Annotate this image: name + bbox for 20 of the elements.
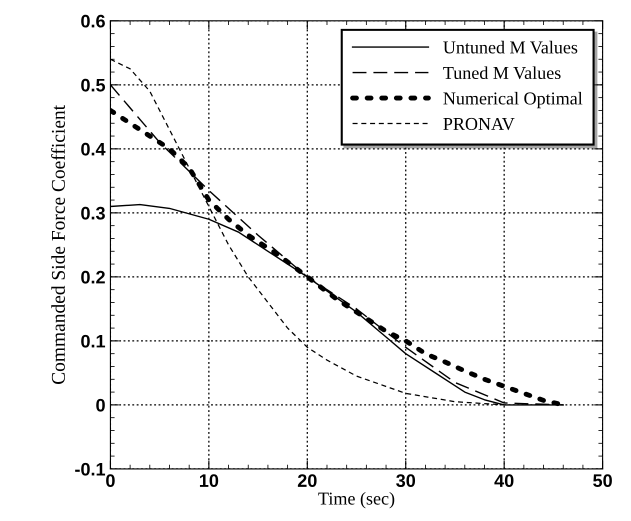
x-axis-title: Time (sec): [318, 492, 394, 508]
y-tick-label: 0.6: [81, 14, 105, 28]
y-tick-label: 0.2: [81, 270, 105, 284]
legend-label: Untuned M Values: [443, 40, 578, 54]
x-tick-label: 50: [593, 474, 612, 488]
y-tick-label: 0: [96, 398, 105, 412]
x-tick-label: 40: [494, 474, 514, 488]
x-tick-label: 10: [200, 474, 218, 488]
legend-label: Numerical Optimal: [443, 92, 582, 108]
y-tick-label: 0.4: [81, 142, 106, 156]
y-axis-title: Commanded Side Force Coefficient: [51, 105, 65, 384]
x-tick-label: 0: [106, 474, 115, 488]
x-tick-label: 20: [298, 474, 317, 488]
legend-label: Tuned M Values: [443, 66, 561, 80]
y-tick-label: 0.1: [81, 334, 106, 348]
y-tick-label: -0.1: [75, 462, 106, 476]
y-tick-label: 0.3: [81, 206, 105, 220]
legend-label: PRONAV: [443, 118, 515, 130]
y-tick-label: 0.5: [81, 78, 106, 92]
x-tick-label: 30: [396, 474, 416, 488]
